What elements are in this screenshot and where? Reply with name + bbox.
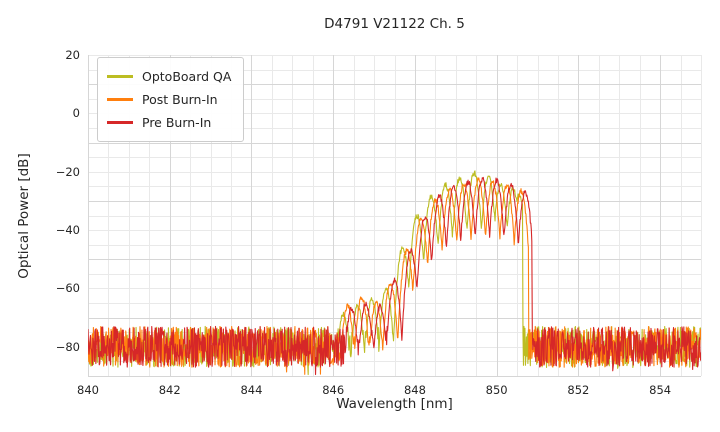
- legend-line-swatch: [107, 75, 133, 78]
- x-tick-label: 850: [485, 383, 508, 397]
- legend-label: OptoBoard QA: [142, 69, 232, 84]
- chart-title: D4791 V21122 Ch. 5: [324, 16, 465, 32]
- y-tick-label: −40: [55, 223, 80, 238]
- x-axis-label: Wavelength [nm]: [336, 396, 453, 412]
- legend-item: Post Burn-In: [107, 88, 231, 111]
- y-tick-label: −60: [55, 281, 80, 296]
- legend-item: Pre Burn-In: [107, 111, 231, 134]
- y-tick-label: −20: [55, 164, 80, 179]
- legend: OptoBoard QA Post Burn-In Pre Burn-In: [97, 57, 245, 142]
- legend-line-swatch: [107, 121, 133, 124]
- legend-label: Pre Burn-In: [142, 115, 212, 130]
- legend-line-swatch: [107, 98, 133, 101]
- x-tick-label: 848: [403, 383, 426, 397]
- y-tick-label: 20: [65, 48, 80, 62]
- y-tick-label: −80: [55, 339, 80, 354]
- y-axis-label: Optical Power [dB]: [16, 153, 32, 279]
- y-tick-label: 0: [72, 106, 80, 121]
- legend-item: OptoBoard QA: [107, 65, 231, 88]
- x-tick-label: 840: [77, 383, 99, 397]
- legend-label: Post Burn-In: [142, 92, 218, 107]
- x-tick-label: 842: [158, 383, 181, 397]
- x-tick-label: 854: [649, 383, 672, 397]
- x-tick-label: 852: [567, 383, 590, 397]
- x-tick-label: 846: [322, 383, 345, 397]
- x-tick-label: 844: [240, 383, 263, 397]
